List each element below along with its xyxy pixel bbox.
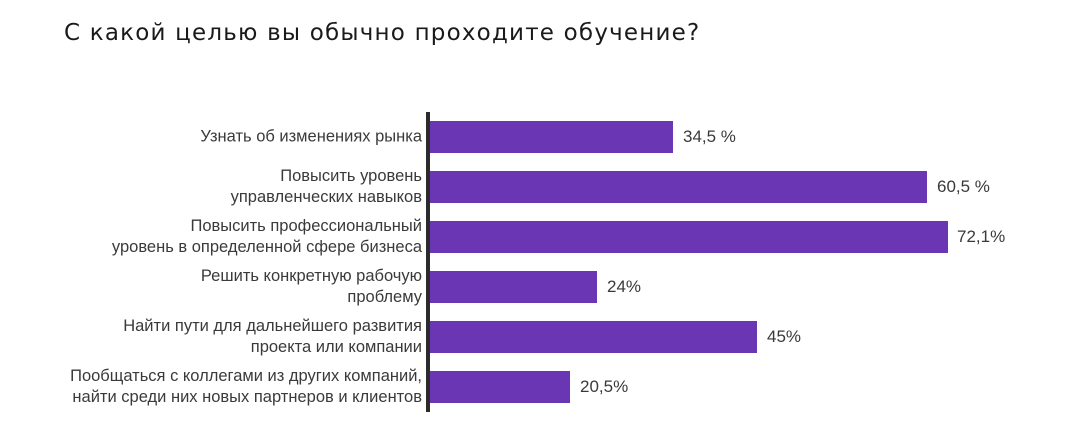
bar-row: Пообщаться с коллегами из других компани… bbox=[0, 362, 1066, 412]
bar-track: 60,5 % bbox=[430, 171, 1066, 203]
bar-fill bbox=[430, 271, 597, 303]
bar-value-label: 72,1% bbox=[957, 227, 1006, 246]
bar-row: Узнать об изменениях рынка 34,5 % bbox=[0, 112, 1066, 162]
bar-track: 20,5% bbox=[430, 371, 1066, 403]
bar-value-label: 20,5% bbox=[580, 377, 629, 396]
bar-row: Решить конкретную рабочую проблему 24% bbox=[0, 262, 1066, 312]
category-label: Повысить профессиональный уровень в опре… bbox=[111, 217, 422, 256]
bar-row: Найти пути для дальнейшего развития прое… bbox=[0, 312, 1066, 362]
bar-value-label: 45% bbox=[767, 327, 802, 346]
category-label: Найти пути для дальнейшего развития прое… bbox=[123, 317, 422, 356]
bar-row: Повысить профессиональный уровень в опре… bbox=[0, 212, 1066, 262]
bar-fill bbox=[430, 371, 570, 403]
bar-track: 34,5 % bbox=[430, 121, 1066, 153]
bar-fill bbox=[430, 321, 757, 353]
category-label: Узнать об изменениях рынка bbox=[200, 127, 422, 146]
bar-fill bbox=[430, 171, 927, 203]
chart-title: С какой целью вы обычно проходите обучен… bbox=[64, 20, 701, 46]
plot-area: Узнать об изменениях рынка 34,5 % Повыси… bbox=[0, 112, 1066, 414]
category-label: Повысить уровень управленческих навыков bbox=[230, 167, 422, 206]
bar-value-label: 34,5 % bbox=[683, 127, 736, 146]
bar-fill bbox=[430, 221, 948, 253]
category-axis-line bbox=[426, 112, 430, 412]
bar-value-label: 60,5 % bbox=[937, 177, 990, 196]
bar-value-label: 24% bbox=[607, 277, 642, 296]
category-label: Решить конкретную рабочую проблему bbox=[200, 267, 422, 306]
bar-fill bbox=[430, 121, 673, 153]
bar-row: Повысить уровень управленческих навыков … bbox=[0, 162, 1066, 212]
category-label: Пообщаться с коллегами из других компани… bbox=[70, 367, 422, 406]
bar-track: 24% bbox=[430, 271, 1066, 303]
bar-track: 45% bbox=[430, 321, 1066, 353]
bar-track: 72,1% bbox=[430, 221, 1066, 253]
